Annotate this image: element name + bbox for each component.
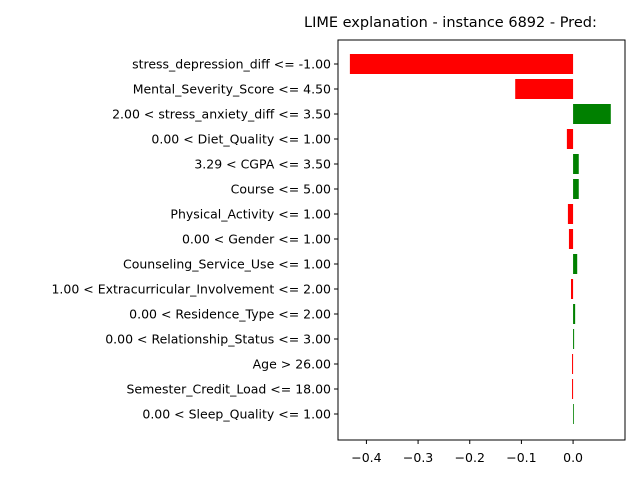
bar [573,304,576,324]
y-tick-label: stress_depression_diff <= -1.00 [132,57,331,72]
y-tick-label: 0.00 < Gender <= 1.00 [182,232,331,247]
bar [349,54,574,74]
y-tick-label: Counseling_Service_Use <= 1.00 [123,257,331,272]
y-tick-label: Semester_Credit_Load <= 18.00 [127,382,332,397]
y-tick-label: 2.00 < stress_anxiety_diff <= 3.50 [112,107,331,122]
bar [573,104,611,124]
bar [573,179,579,199]
bar [573,154,579,174]
y-tick-label: 1.00 < Extracurricular_Involvement <= 2.… [51,282,331,297]
bar [573,254,578,274]
bar [567,204,574,224]
bar [571,279,574,299]
bar [566,129,574,149]
y-tick-label: 0.00 < Sleep_Quality <= 1.00 [142,407,331,422]
bar [572,379,574,399]
y-tick-label: Course <= 5.00 [231,182,331,197]
bar [573,329,575,349]
x-tick-label: −0.3 [403,450,433,465]
chart-title: LIME explanation - instance 6892 - Pred: [304,15,597,31]
y-tick-labels: stress_depression_diff <= -1.00 Mental_Se… [51,57,338,422]
y-tick-label: Physical_Activity <= 1.00 [170,207,331,222]
bar [568,229,574,249]
x-axis-ticks: −0.4 −0.3 −0.2 −0.1 0.0 [351,440,583,465]
y-tick-label: 0.00 < Diet_Quality <= 1.00 [151,132,331,147]
bars-group [349,54,611,424]
y-tick-label: 3.29 < CGPA <= 3.50 [194,157,331,172]
x-tick-label: −0.2 [455,450,485,465]
x-tick-label: 0.0 [563,450,583,465]
y-tick-label: Age > 26.00 [253,357,331,372]
plot-frame [337,39,626,441]
bar [573,404,574,424]
bar [515,79,574,99]
y-tick-label: 0.00 < Residence_Type <= 2.00 [129,307,331,322]
bar [572,354,574,374]
x-tick-label: −0.1 [506,450,536,465]
x-tick-label: −0.4 [351,450,381,465]
y-tick-label: 0.00 < Relationship_Status <= 3.00 [105,332,331,347]
y-tick-label: Mental_Severity_Score <= 4.50 [133,82,331,97]
